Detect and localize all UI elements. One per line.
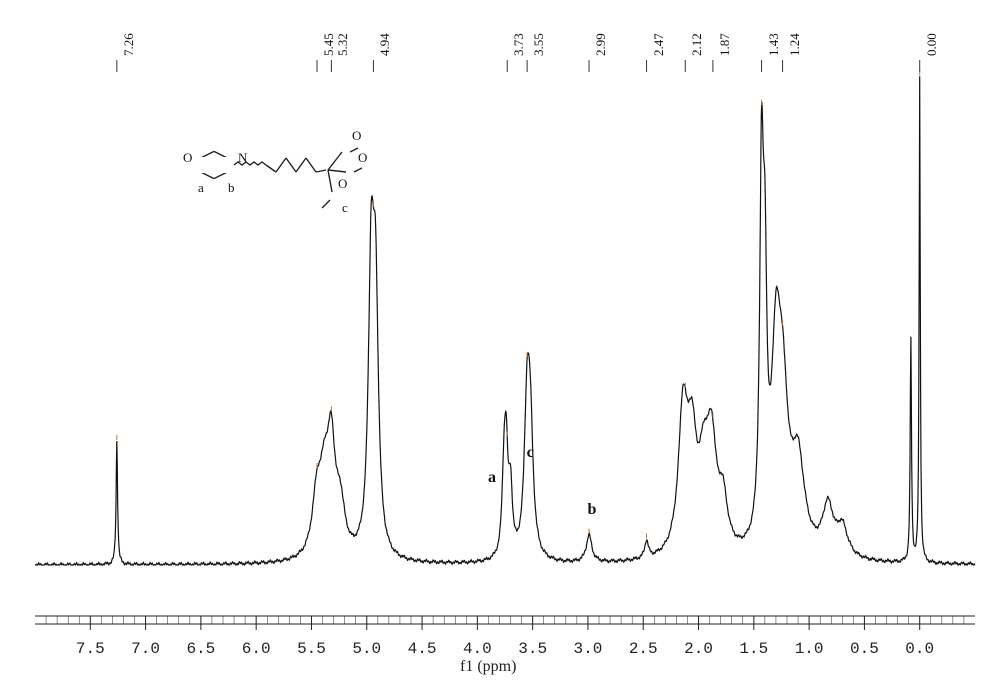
peak-label: 2.47 xyxy=(651,33,667,56)
svg-text:a: a xyxy=(198,180,204,195)
molecule-structure: ONOOOabc xyxy=(180,130,380,240)
svg-text:O: O xyxy=(358,150,367,165)
peak-label: 1.87 xyxy=(717,33,733,56)
peak-label: 7.26 xyxy=(121,33,137,56)
peak-assignment-a: a xyxy=(488,469,496,487)
svg-text:N: N xyxy=(238,150,248,165)
peak-assignment-c: c xyxy=(527,444,534,462)
peak-label: 4.94 xyxy=(377,33,393,56)
axis-tick-label: 5.5 xyxy=(297,640,326,658)
axis-tick-label: 4.0 xyxy=(463,640,492,658)
axis-tick-label: 0.0 xyxy=(905,640,934,658)
svg-text:b: b xyxy=(228,180,235,195)
axis-tick-label: 1.5 xyxy=(739,640,768,658)
axis-tick-label: 7.0 xyxy=(131,640,160,658)
axis-tick-label: 6.0 xyxy=(242,640,271,658)
peak-label: 2.12 xyxy=(689,33,705,56)
peak-label: 0.00 xyxy=(924,33,940,56)
svg-text:O: O xyxy=(338,176,347,191)
nmr-figure: ONOOOabc 7.265.455.324.943.733.552.992.4… xyxy=(0,0,1000,696)
axis-tick-label: 1.0 xyxy=(795,640,824,658)
x-axis-title: f1 (ppm) xyxy=(460,658,516,676)
peak-label: 1.24 xyxy=(787,33,803,56)
peak-assignment-b: b xyxy=(587,501,596,519)
peak-label: 5.32 xyxy=(335,33,351,56)
axis-tick-label: 2.0 xyxy=(684,640,713,658)
svg-text:O: O xyxy=(352,130,361,143)
axis-tick-label: 4.5 xyxy=(408,640,437,658)
axis-tick-label: 0.5 xyxy=(850,640,879,658)
peak-label: 3.73 xyxy=(511,33,527,56)
axis-tick-label: 3.5 xyxy=(518,640,547,658)
svg-text:c: c xyxy=(342,200,348,215)
axis-tick-label: 5.0 xyxy=(352,640,381,658)
peak-label: 3.55 xyxy=(531,33,547,56)
spectrum-plot xyxy=(0,0,1000,696)
peak-label: 2.99 xyxy=(593,33,609,56)
axis-tick-label: 7.5 xyxy=(76,640,105,658)
axis-tick-label: 3.0 xyxy=(574,640,603,658)
peak-label: 1.43 xyxy=(766,33,782,56)
axis-tick-label: 6.5 xyxy=(186,640,215,658)
svg-text:O: O xyxy=(183,150,192,165)
axis-tick-label: 2.5 xyxy=(629,640,658,658)
